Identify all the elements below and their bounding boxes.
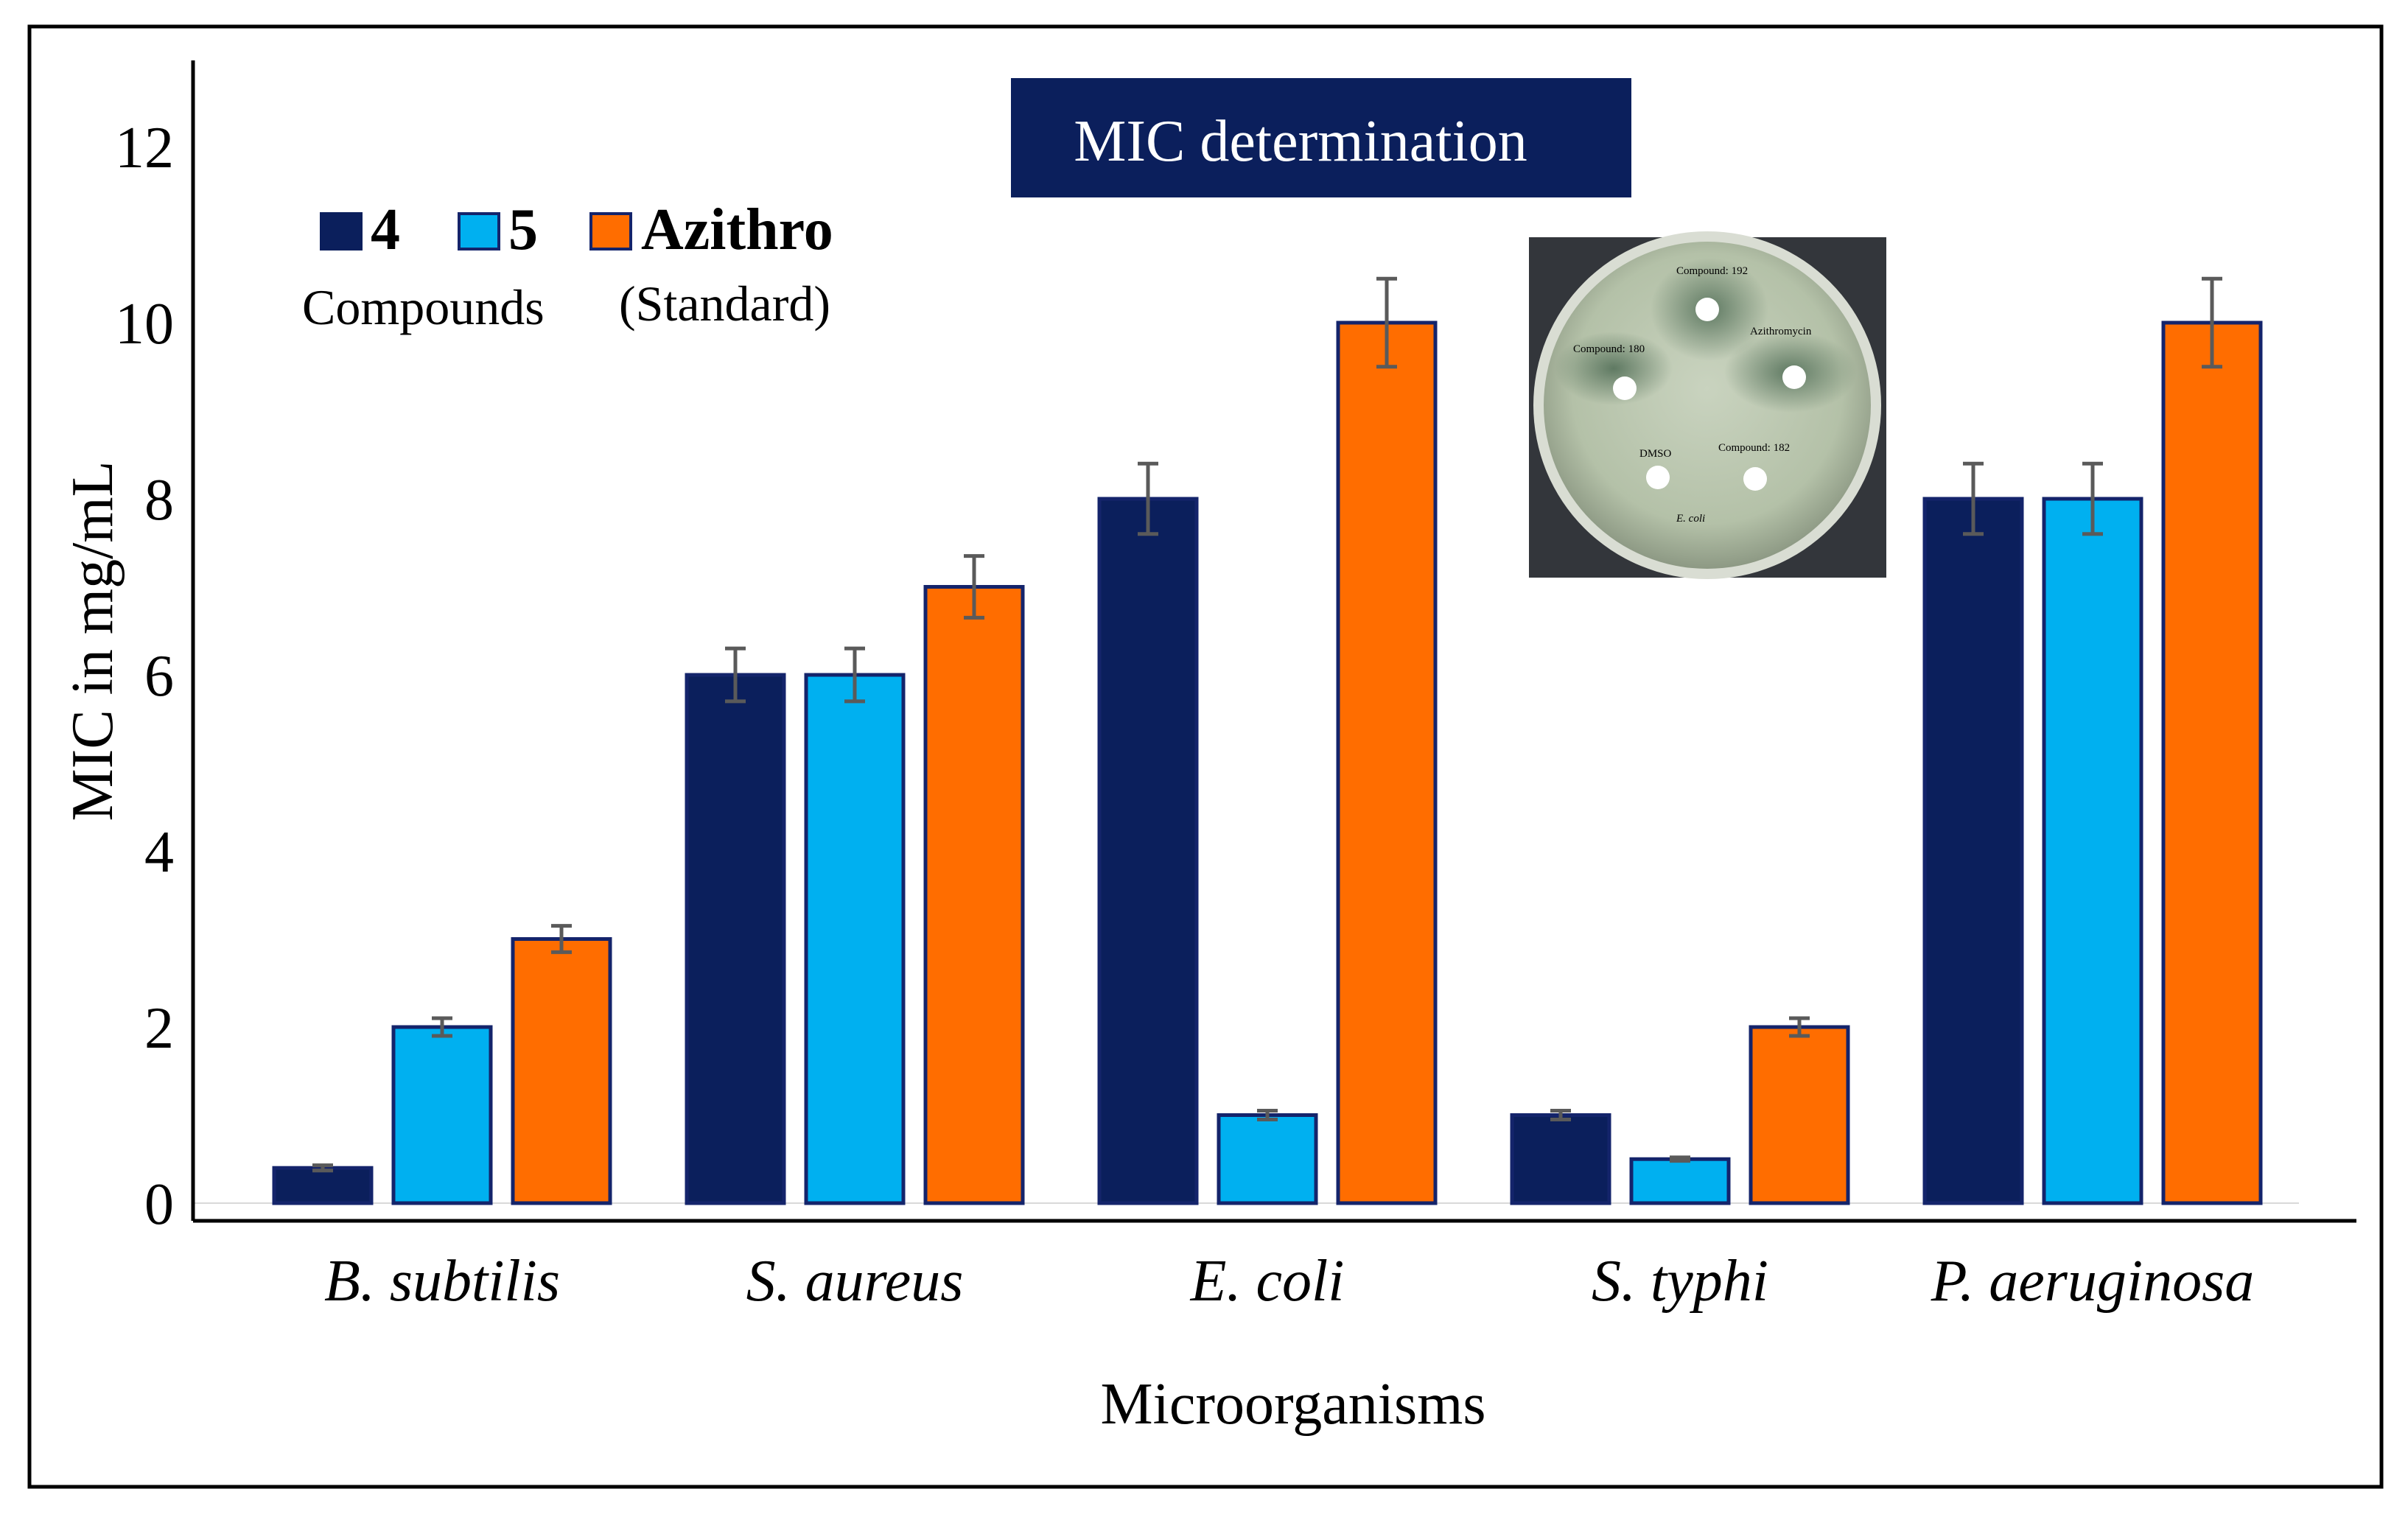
bar-azithro-e-coli — [1336, 320, 1438, 1205]
dish-label-azithromycin: Azithromycin — [1750, 326, 1812, 337]
bars-group — [272, 320, 2263, 1205]
bar-azithro-s-aureus — [923, 585, 1025, 1205]
bar-4-e-coli — [1097, 497, 1199, 1205]
x-category-label: S. aureus — [746, 1249, 964, 1314]
legend-swatch-4 — [320, 212, 363, 251]
bar-azithro-p-aeruginosa — [2161, 320, 2263, 1205]
category-labels: B. subtilis S. aureus E. coli S. typhi P. ae… — [324, 1249, 2254, 1314]
bar-5-s-aureus — [804, 673, 906, 1205]
error-bar-4-s-typhi — [1550, 1109, 1571, 1121]
x-category-label: E. coli — [1190, 1249, 1345, 1314]
bar-azithro-b-subtilis — [511, 937, 612, 1205]
legend-swatch-azithro — [589, 212, 632, 251]
x-axis-title: Microorganisms — [1101, 1372, 1486, 1437]
y-tick-label: 8 — [144, 468, 174, 533]
legend-swatch-5 — [458, 212, 500, 251]
legend-standard-caption: (Standard) — [619, 276, 830, 332]
y-tick-label: 2 — [144, 996, 174, 1061]
dish-label-e-coli: E. coli — [1676, 513, 1705, 525]
x-category-label: B. subtilis — [324, 1249, 560, 1314]
figure-frame — [27, 24, 2384, 1489]
bar-4-s-aureus — [685, 673, 786, 1205]
error-bar-4-s-aureus — [725, 646, 746, 704]
dish-label-dmso: DMSO — [1639, 448, 1672, 460]
error-bar-5-e-coli — [1257, 1109, 1278, 1121]
x-category-label: S. typhi — [1592, 1249, 1768, 1314]
error-bar-5-s-typhi — [1670, 1155, 1690, 1163]
legend-label-azithro: Azithro — [641, 197, 833, 262]
disc-compound-182 — [1743, 467, 1767, 491]
bar-4-b-subtilis — [272, 1166, 374, 1205]
error-bars-group — [312, 276, 2222, 1173]
y-tick-labels: 0 2 4 6 8 10 12 — [115, 116, 174, 1237]
legend-label-4: 4 — [371, 197, 400, 262]
dish-label-compound-182: Compound: 182 — [1718, 442, 1790, 454]
y-axis-title: MIC in mg/mL — [60, 461, 125, 821]
error-bar-azithro-p-aeruginosa — [2202, 276, 2222, 369]
bar-4-p-aeruginosa — [1922, 497, 2024, 1205]
error-bar-azithro-s-aureus — [964, 554, 984, 620]
error-bar-azithro-b-subtilis — [551, 924, 572, 954]
disc-compound-192 — [1695, 298, 1719, 321]
chart-title: MIC determination — [1074, 109, 1527, 174]
y-tick-label: 12 — [115, 116, 174, 181]
disc-dmso — [1646, 466, 1670, 489]
error-bar-azithro-s-typhi — [1789, 1016, 1810, 1038]
y-tick-label: 4 — [144, 820, 174, 885]
bar-5-s-typhi — [1629, 1157, 1731, 1205]
error-bar-5-b-subtilis — [432, 1016, 452, 1038]
legend-label-5: 5 — [508, 197, 538, 262]
legend: 4 5 Azithro Compounds (Standard) — [302, 197, 833, 335]
petri-dish-agar — [1544, 242, 1871, 569]
bar-4-s-typhi — [1510, 1113, 1611, 1205]
error-bar-azithro-e-coli — [1376, 276, 1397, 369]
x-category-label: P. aeruginosa — [1931, 1249, 2255, 1314]
error-bar-5-s-aureus — [844, 646, 865, 704]
petri-dish-photo: Compound: 192 Azithromycin Compound: 180… — [1529, 231, 1886, 579]
dish-label-compound-180: Compound: 180 — [1573, 343, 1645, 355]
y-tick-label: 0 — [144, 1172, 174, 1237]
bar-5-p-aeruginosa — [2042, 497, 2143, 1205]
disc-azithromycin — [1782, 365, 1806, 389]
bacterial-lawn-left — [1555, 332, 1673, 405]
dish-label-compound-192: Compound: 192 — [1676, 265, 1748, 277]
error-bar-5-p-aeruginosa — [2082, 461, 2103, 536]
disc-compound-180 — [1613, 376, 1637, 400]
error-bar-4-p-aeruginosa — [1963, 461, 1984, 536]
error-bar-4-b-subtilis — [312, 1163, 333, 1173]
y-tick-label: 10 — [115, 292, 174, 357]
bar-azithro-s-typhi — [1749, 1025, 1850, 1205]
y-tick-label: 6 — [144, 644, 174, 709]
bar-5-b-subtilis — [391, 1025, 493, 1205]
title-box — [1011, 78, 1631, 197]
legend-compounds-caption: Compounds — [302, 279, 545, 335]
error-bar-4-e-coli — [1138, 461, 1158, 536]
bar-5-e-coli — [1217, 1113, 1318, 1205]
